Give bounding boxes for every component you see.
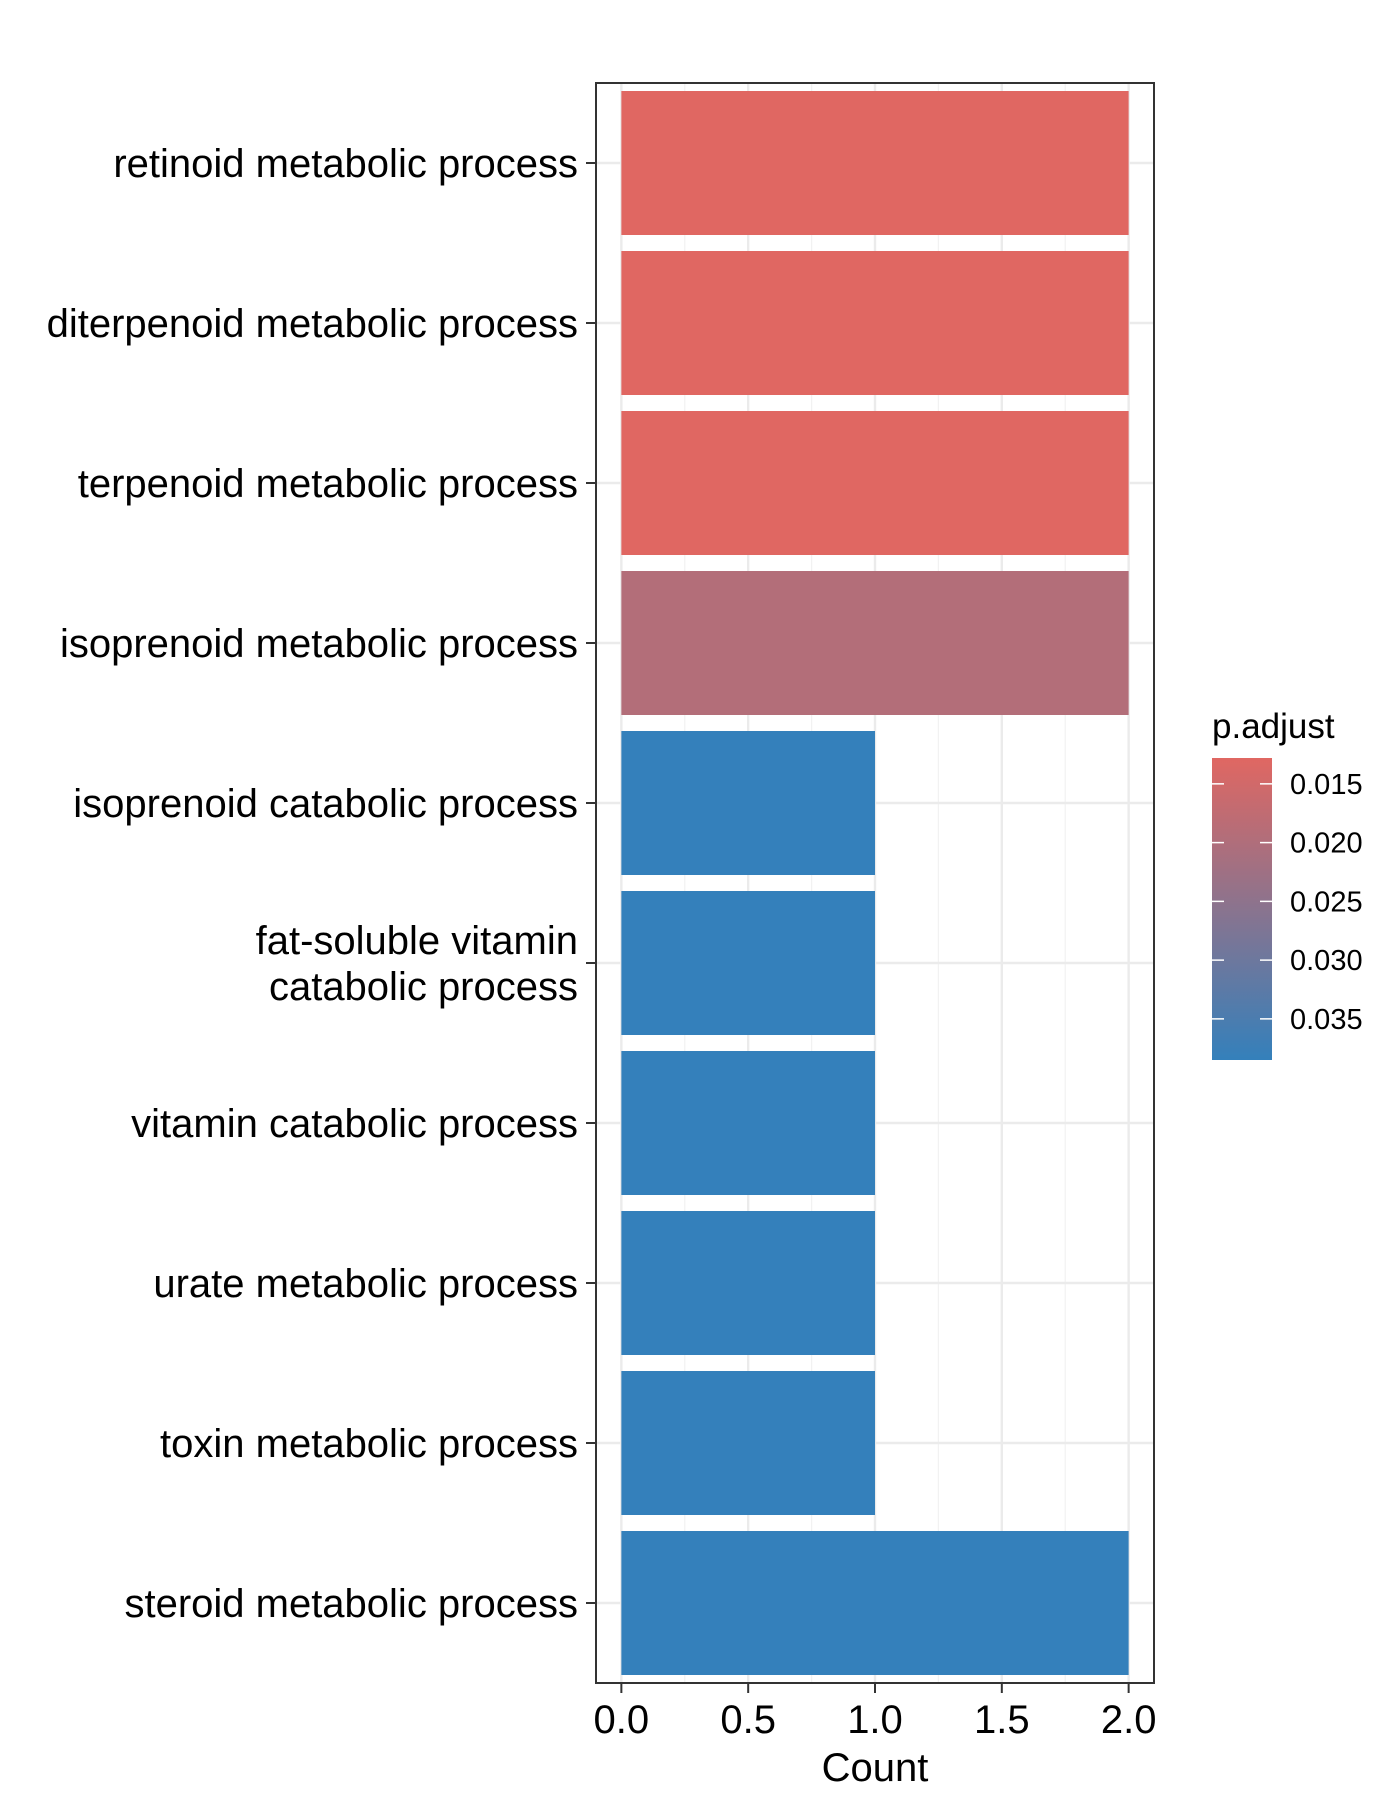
legend-tick-label: 0.030 bbox=[1290, 945, 1363, 977]
y-tick-label: vitamin catabolic process bbox=[131, 1102, 578, 1146]
legend: p.adjust 0.015 0.020 0.025 0.030 0.035 bbox=[1212, 707, 1363, 1060]
bar-6 bbox=[621, 891, 875, 1035]
bar-10 bbox=[621, 1531, 1129, 1675]
bar-7 bbox=[621, 1051, 875, 1195]
y-tick-label: fat-soluble vitamin catabolic process bbox=[256, 919, 578, 1009]
legend-tick-label: 0.035 bbox=[1290, 1004, 1363, 1036]
bars bbox=[621, 91, 1129, 1675]
x-tick-label: 0.5 bbox=[720, 1698, 776, 1742]
y-tick-label: terpenoid metabolic process bbox=[78, 462, 578, 506]
y-tick-label: urate metabolic process bbox=[153, 1262, 578, 1306]
bar-5 bbox=[621, 731, 875, 875]
x-tick-label: 1.5 bbox=[974, 1698, 1030, 1742]
y-tick-label: steroid metabolic process bbox=[124, 1582, 578, 1626]
bar-3 bbox=[621, 411, 1129, 555]
legend-tick-label: 0.015 bbox=[1290, 769, 1363, 801]
x-tick-label: 2.0 bbox=[1101, 1698, 1157, 1742]
legend-ticks: 0.015 0.020 0.025 0.030 0.035 bbox=[1212, 769, 1363, 1036]
bar-4 bbox=[621, 571, 1129, 715]
y-tick-label: diterpenoid metabolic process bbox=[47, 302, 578, 346]
bar-9 bbox=[621, 1371, 875, 1515]
legend-colorbar bbox=[1212, 758, 1272, 1060]
legend-tick-label: 0.020 bbox=[1290, 828, 1363, 860]
y-axis-labels: retinoid metabolic process diterpenoid me… bbox=[47, 142, 596, 1626]
bar-2 bbox=[621, 251, 1129, 395]
legend-title: p.adjust bbox=[1212, 707, 1335, 746]
x-axis-title: Count bbox=[822, 1746, 929, 1790]
x-axis: 0.0 0.5 1.0 1.5 2.0 bbox=[594, 1683, 1157, 1742]
y-tick-label: toxin metabolic process bbox=[160, 1422, 578, 1466]
x-tick-label: 1.0 bbox=[847, 1698, 903, 1742]
legend-tick-label: 0.025 bbox=[1290, 886, 1363, 918]
y-tick-label: isoprenoid metabolic process bbox=[60, 622, 578, 666]
bar-1 bbox=[621, 91, 1129, 235]
x-tick-label: 0.0 bbox=[594, 1698, 650, 1742]
bar-8 bbox=[621, 1211, 875, 1355]
y-tick-label: isoprenoid catabolic process bbox=[73, 782, 578, 826]
y-tick-label: retinoid metabolic process bbox=[113, 142, 578, 186]
